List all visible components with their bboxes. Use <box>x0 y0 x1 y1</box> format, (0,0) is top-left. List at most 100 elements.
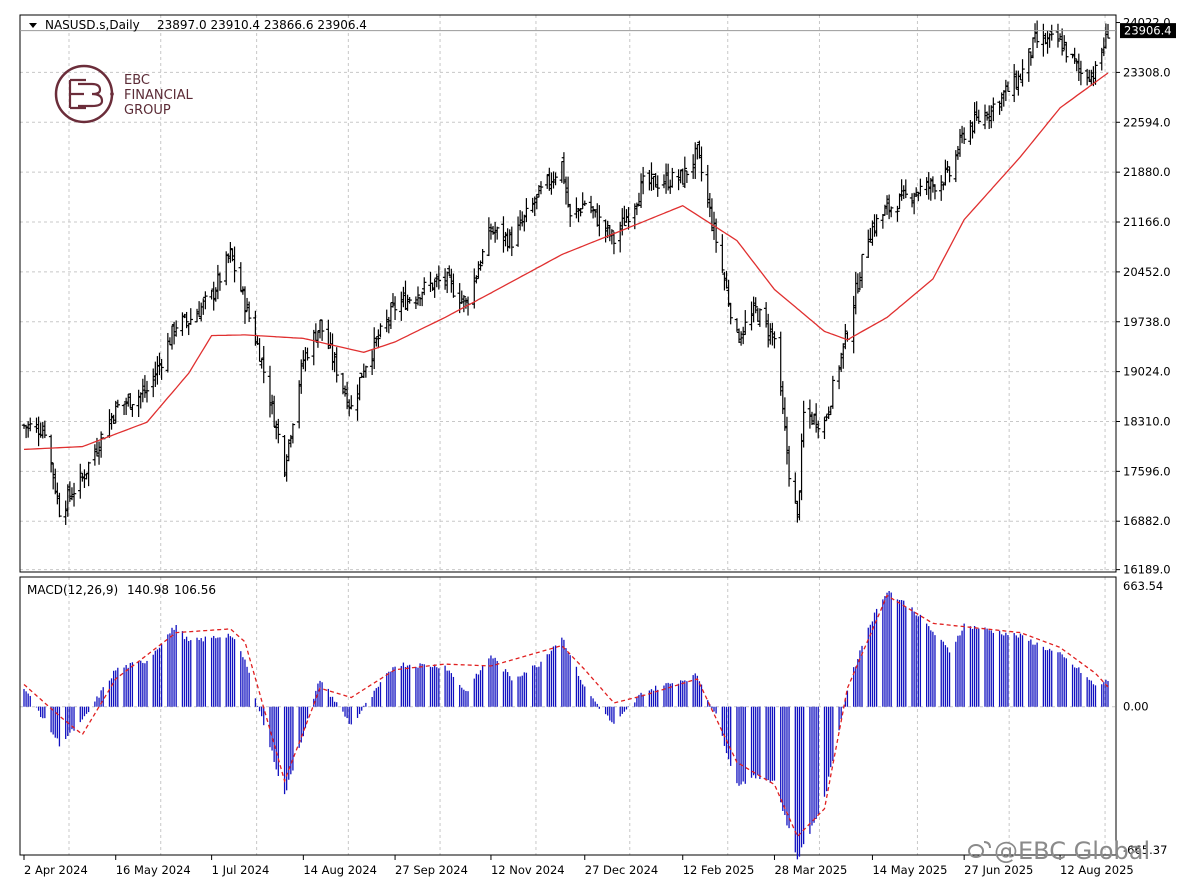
ohlc-bar <box>903 179 908 199</box>
ohlc-bar <box>1034 20 1040 49</box>
ohlc-bar <box>991 97 996 122</box>
ohlc-bar <box>932 184 938 200</box>
macd-panel-frame <box>19 576 1117 856</box>
ohlc-bar <box>28 417 33 432</box>
ohlc-bar <box>71 482 77 507</box>
price-y-tick-label: 18310.0 <box>1123 414 1171 428</box>
ohlc-bar <box>305 347 310 361</box>
ohlc-bar <box>670 167 675 188</box>
x-tick-label: 12 Nov 2024 <box>491 863 565 877</box>
ohlc-bar <box>855 273 861 294</box>
x-tick-label: 27 Jun 2025 <box>964 863 1033 877</box>
ohlc-bar <box>947 166 952 183</box>
macd-value: 140.98 <box>127 583 169 597</box>
ohlc-bar <box>86 461 91 487</box>
ohlc-bar <box>655 175 660 197</box>
price-y-tick-label: 17596.0 <box>1123 464 1171 478</box>
ohlc-bar <box>480 248 485 265</box>
ohlc-bar <box>524 198 529 223</box>
ohlc-bar <box>290 423 296 444</box>
ohlc-bar <box>578 208 583 217</box>
ohlc-bar <box>816 420 821 439</box>
ohlc-bar <box>1064 41 1069 63</box>
ohlc-bar <box>939 175 944 201</box>
ohlc-bar <box>743 310 748 335</box>
ohlc-values: 23897.0 23910.4 23866.6 23906.4 <box>157 18 367 32</box>
ebc-logo-icon <box>54 64 114 124</box>
price-y-tick-label: 16882.0 <box>1123 514 1171 528</box>
ohlc-bar <box>57 492 62 518</box>
price-y-axis: 24022.023308.022594.021880.021166.020452… <box>1116 16 1171 577</box>
ohlc-bar <box>1059 28 1065 56</box>
ohlc-bar <box>786 445 792 487</box>
ohlc-bar <box>582 200 587 206</box>
symbol-label: NASUSD.s,Daily <box>45 18 140 32</box>
ohlc-bar <box>649 162 654 191</box>
macd-histogram <box>23 590 1109 860</box>
macd-y-tick-label: 0.00 <box>1123 700 1149 714</box>
price-panel-frame <box>19 14 1117 573</box>
ohlc-bar <box>378 323 383 338</box>
ohlc-bar <box>217 272 223 291</box>
ohlc-bar <box>42 420 48 439</box>
ohlc-bar <box>159 359 164 380</box>
ohlc-bar <box>1049 24 1054 41</box>
macd-y-tick-label: -665.37 <box>1123 843 1167 857</box>
x-tick-label: 16 May 2024 <box>116 863 191 877</box>
ohlc-bar <box>144 380 150 403</box>
ohlc-bar <box>1105 23 1111 39</box>
price-y-tick-label: 21880.0 <box>1123 165 1171 179</box>
ohlc-bar <box>422 277 427 296</box>
moving-average-line <box>23 72 1109 451</box>
ohlc-bar <box>376 329 381 349</box>
signal-value: 106.56 <box>174 583 216 597</box>
ohlc-bar <box>115 399 121 408</box>
ohlc-bar <box>436 265 442 290</box>
ohlc-bar <box>626 207 631 230</box>
price-y-tick-label: 20452.0 <box>1123 265 1171 279</box>
ohlc-bar <box>276 418 281 444</box>
triangle-down-icon[interactable] <box>29 23 37 28</box>
x-tick-label: 12 Feb 2025 <box>683 863 755 877</box>
ohlc-bar <box>889 206 894 218</box>
ohlc-bar <box>173 320 179 337</box>
ohlc-bar <box>451 273 456 298</box>
ohlc-bar <box>130 404 135 417</box>
ohlc-bar <box>98 431 104 458</box>
ohlc-bar <box>597 205 602 237</box>
ohlc-bar <box>232 246 237 283</box>
ohlc-bar <box>461 295 467 313</box>
ohlc-bar <box>880 213 886 229</box>
ohlc-bar <box>1026 48 1031 82</box>
ohlc-bar <box>699 146 704 182</box>
x-tick-label: 14 Aug 2024 <box>303 863 377 877</box>
ohlc-bar <box>1055 23 1061 48</box>
x-tick-label: 12 Aug 2025 <box>1060 863 1134 877</box>
ohlc-bar <box>713 218 719 253</box>
price-y-tick-label: 16189.0 <box>1123 563 1171 577</box>
ohlc-bar <box>961 127 967 144</box>
price-bars <box>21 20 1111 525</box>
ohlc-bar <box>772 331 777 349</box>
ohlc-bar <box>684 170 690 183</box>
ohlc-bar <box>720 234 725 273</box>
ohlc-bar <box>357 376 362 401</box>
x-tick-label: 2 Apr 2024 <box>24 863 88 877</box>
ohlc-bar <box>319 319 325 341</box>
last-price-label: 23906.4 <box>1124 24 1172 38</box>
x-axis: 2 Apr 2024 16 May 2024 1 Jul 2024 14 Aug 20… <box>23 855 1134 877</box>
ohlc-bar <box>793 472 798 504</box>
x-tick-label: 14 May 2025 <box>872 863 947 877</box>
ohlc-bar <box>682 156 688 189</box>
x-tick-label: 1 Jul 2024 <box>212 863 270 877</box>
x-tick-label: 28 Mar 2025 <box>774 863 847 877</box>
macd-signal-line <box>23 594 1109 838</box>
ohlc-bar <box>830 375 836 409</box>
ohlc-bar <box>859 253 865 288</box>
grid-lines <box>20 15 1116 855</box>
weibo-icon <box>968 841 991 858</box>
ohlc-bar <box>1078 60 1084 86</box>
macd-y-axis: 663.54 0.00 -665.37 <box>1123 579 1167 857</box>
ohlc-bar <box>242 286 248 324</box>
ohlc-bar <box>567 203 573 227</box>
